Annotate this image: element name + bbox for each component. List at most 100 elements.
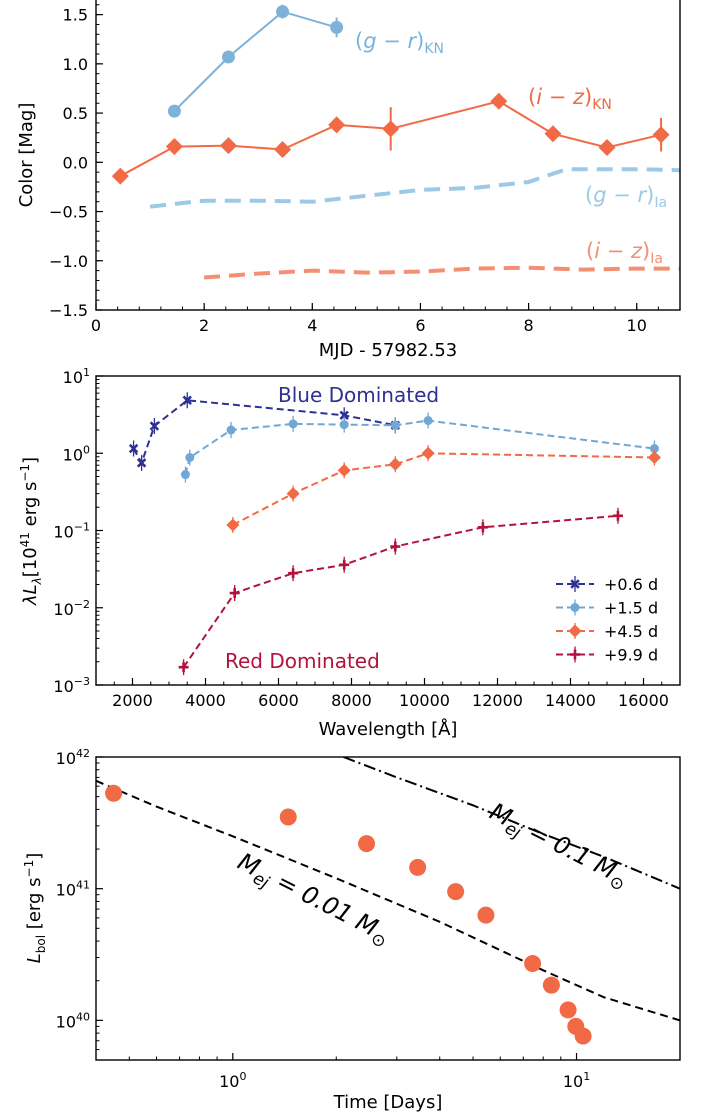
sed-title-blue: Blue Dominated <box>278 383 439 407</box>
sed-ylabel-unit2: erg s <box>20 482 41 532</box>
sed-panel-marks <box>128 392 661 676</box>
iz-kn-point <box>219 137 237 155</box>
bol-ylabel-exp: −1 <box>22 860 36 878</box>
label-iz-ia-text: (i − z)Ia <box>586 239 663 267</box>
label-gr-ia: (g − r)Ia <box>585 183 667 211</box>
bol-ylabel-unit: [erg s <box>24 877 45 934</box>
y-tick-label: 0.5 <box>63 104 88 123</box>
bol-point <box>559 1001 577 1019</box>
color-panel-ticks: 0 2 4 6 8 10 1.5 1.0 0.5 0.0 −0.5 −1.0 −1.5 <box>49 4 659 335</box>
bol-point <box>409 858 427 876</box>
legend-label: +1.5 d <box>604 599 658 618</box>
bol-point <box>358 835 376 853</box>
label-iz-kn-text: (i − z)KN <box>528 85 612 113</box>
sed-point <box>388 457 402 471</box>
y-tick-label-base: 10 <box>53 600 73 619</box>
bol-point <box>574 1027 592 1045</box>
sed-panel: 2000 4000 6000 8000 10000 12000 14000 160001011… <box>18 366 681 740</box>
sed-point <box>339 410 349 421</box>
x-tick-label: 6000 <box>258 691 299 710</box>
sed-ylabel-main: λL <box>20 584 41 606</box>
y-tick-label: 1042 <box>56 747 90 768</box>
sed-point <box>286 487 300 501</box>
label-gr-kn: (g − r)KN <box>355 29 444 57</box>
y-tick-label: 1.5 <box>63 6 88 25</box>
y-tick-label: 1041 <box>56 879 90 900</box>
y-tick-label-base: 10 <box>56 1012 76 1031</box>
y-tick-label: 101 <box>63 366 90 387</box>
y-tick-label: −1.0 <box>49 252 88 271</box>
sed-point <box>180 470 190 480</box>
iz-kn-point <box>598 139 616 157</box>
iz-kn-point <box>111 167 129 185</box>
y-tick-label: 1040 <box>56 1010 90 1031</box>
sed-point <box>149 421 160 431</box>
sed-point <box>288 419 298 429</box>
sed-ylabel-sub: λ <box>30 577 44 585</box>
sed-point <box>229 588 240 599</box>
sed-point <box>337 463 351 477</box>
bol-point <box>542 976 560 994</box>
iz-kn-point <box>382 120 400 138</box>
sed-ylabel-exp: 41 <box>18 532 32 547</box>
legend-marker <box>570 649 580 660</box>
model-line <box>96 779 680 1022</box>
legend-label: +0.6 d <box>604 575 658 594</box>
sed-ylabel-exp2: −1 <box>18 464 32 482</box>
x-tick-label: 4000 <box>185 691 226 710</box>
x-tick-label-base: 10 <box>219 1072 239 1091</box>
label-iz-ia: (i − z)Ia <box>586 239 663 267</box>
x-tick-label: 6 <box>415 316 425 335</box>
sed-title-red: Red Dominated <box>225 649 380 673</box>
gr-kn-point <box>221 50 235 64</box>
series-iz-kn-line <box>119 100 662 177</box>
y-tick-label-exp: −2 <box>74 598 90 611</box>
x-tick-label-base: 10 <box>563 1072 583 1091</box>
sed-point-stroke-b <box>182 395 192 405</box>
gr-kn-point <box>167 104 181 118</box>
model-label-0.1: Mej = 0.1 M⊙ <box>483 797 633 895</box>
y-tick-label-base: 10 <box>53 523 73 542</box>
iz-kn-point <box>652 126 670 144</box>
bol-point <box>477 906 495 924</box>
color-panel-frame <box>95 0 681 311</box>
sed-point <box>477 522 488 533</box>
sed-point-stroke-b <box>339 410 349 421</box>
sed-point-stroke-b <box>149 421 160 431</box>
y-tick-label-exp: −1 <box>74 521 90 534</box>
iz-kn-point <box>328 116 346 134</box>
series-iz-ia-line <box>203 265 680 280</box>
legend-label: +9.9 d <box>604 646 658 665</box>
legend-marker <box>570 579 580 589</box>
bol-point <box>447 883 465 901</box>
sed-point <box>612 510 623 521</box>
x-tick-label: 2000 <box>112 691 153 710</box>
y-tick-label: 0.0 <box>63 153 88 172</box>
sed-point <box>128 443 139 454</box>
y-tick-label: 1.0 <box>63 55 88 74</box>
sed-point <box>649 444 659 454</box>
bol-panel-xlabel: Time [Days] <box>333 1092 443 1113</box>
sed-panel-ylabel: λLλ[1041 erg s−1] <box>18 457 44 606</box>
iz-kn-point <box>490 92 508 110</box>
sed-point <box>288 568 299 579</box>
model-0.01-rest: = 0.01 M <box>265 864 382 942</box>
y-tick-label-base: 10 <box>56 881 76 900</box>
y-tick-label-exp: 41 <box>76 879 90 892</box>
x-tick-label: 4 <box>307 316 317 335</box>
bol-point <box>279 808 297 826</box>
y-tick-label: −0.5 <box>49 203 88 222</box>
sed-point <box>390 541 401 552</box>
legend-label: +4.5 d <box>604 622 658 641</box>
legend-marker <box>570 603 580 612</box>
sed-point <box>136 458 147 468</box>
color-panel-xlabel: MJD - 57982.53 <box>319 340 458 361</box>
color-evolution-panel: 0 2 4 6 8 10 1.5 1.0 0.5 0.0 −0.5 −1.0 −1.5 MJD - 57… <box>16 0 681 361</box>
sed-line-3 <box>182 514 619 668</box>
sed-point <box>339 420 349 430</box>
sed-point <box>226 425 236 435</box>
y-tick-label: 100 <box>63 443 90 464</box>
y-tick-label: −1.5 <box>49 301 88 320</box>
